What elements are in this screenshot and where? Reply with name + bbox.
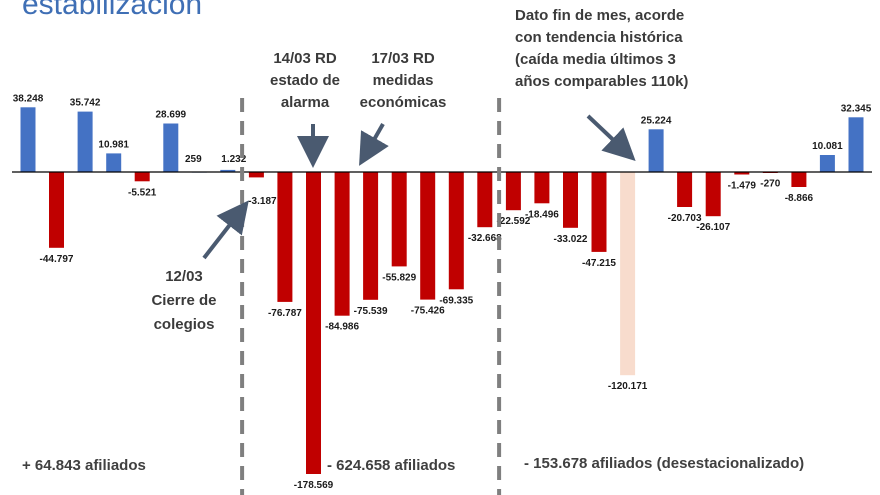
annotation-arrow-0 <box>202 200 249 260</box>
bar-9 <box>277 172 293 302</box>
value-label-2: 35.742 <box>70 98 101 109</box>
bar-3 <box>106 153 122 172</box>
bar-19 <box>563 172 578 228</box>
annotation-0-line-1: Cierre de <box>151 292 216 309</box>
phase-dividers <box>240 98 502 495</box>
value-label-22: 25.224 <box>641 115 672 126</box>
value-label-21: -120.171 <box>608 381 648 392</box>
bar-13 <box>391 172 407 267</box>
value-label-12: -75.539 <box>354 306 388 317</box>
annotations-group: 12/03 Cierre de colegios 14/03 RD estado de a… <box>151 7 688 333</box>
value-label-26: -270 <box>760 179 780 190</box>
bar-21 <box>620 172 636 376</box>
bar-8 <box>248 172 264 178</box>
bar-0 <box>20 107 36 172</box>
bar-15 <box>448 172 464 290</box>
annotation-3-line-1: con tendencia histórica <box>515 29 683 46</box>
value-label-19: -33.022 <box>554 234 588 245</box>
annotation-1-line-2: alarma <box>281 94 330 111</box>
value-labels-group: 38.248 -44.797 35.742 10.981 -5.521 28.699 259… <box>13 93 872 491</box>
bar-28 <box>819 155 835 172</box>
bar-23 <box>677 172 693 207</box>
chart-title-fragment: estabilización <box>22 0 202 21</box>
annotation-0-line-2: colegios <box>154 316 215 333</box>
value-label-13: -55.829 <box>382 272 416 283</box>
bar-17 <box>505 172 521 211</box>
bar-2 <box>77 111 93 172</box>
bar-18 <box>534 172 550 204</box>
bar-22 <box>648 129 664 172</box>
bar-24 <box>705 172 721 217</box>
annotation-2-line-2: económicas <box>360 94 447 111</box>
value-label-3: 10.981 <box>98 139 129 150</box>
value-label-16: -32.668 <box>468 233 502 244</box>
bar-11 <box>334 172 350 316</box>
value-label-1: -44.797 <box>40 254 74 265</box>
bar-16 <box>477 172 493 228</box>
bar-14 <box>420 172 436 300</box>
bar-25 <box>734 172 750 175</box>
value-label-14: -75.426 <box>411 306 445 317</box>
annotation-1: 14/03 RD estado de alarma <box>270 50 340 111</box>
value-label-4: -5.521 <box>128 187 157 198</box>
annotation-2-line-0: 17/03 RD <box>371 50 435 67</box>
value-label-7: 1.232 <box>221 154 246 165</box>
value-label-27: -8.866 <box>785 193 814 204</box>
bar-4 <box>134 172 150 182</box>
annotation-arrow-2 <box>359 123 389 166</box>
annotation-1-line-1: estado de <box>270 72 340 89</box>
annotation-2-line-1: medidas <box>373 72 434 89</box>
bar-7 <box>220 169 236 172</box>
value-label-5: 28.699 <box>156 110 187 121</box>
value-label-10: -178.569 <box>294 480 334 491</box>
value-label-17: -22.592 <box>496 216 530 227</box>
annotation-0: 12/03 Cierre de colegios <box>151 268 216 333</box>
period-summary-2: - 153.678 afiliados (desestacionalizado) <box>524 455 804 472</box>
bar-12 <box>363 172 379 300</box>
value-label-9: -76.787 <box>268 308 302 319</box>
bar-10 <box>306 172 321 474</box>
annotation-0-line-0: 12/03 <box>165 268 203 285</box>
value-label-23: -20.703 <box>668 213 702 224</box>
value-label-28: 10.081 <box>812 141 843 152</box>
value-label-25: -1.479 <box>728 181 757 192</box>
bar-5 <box>163 123 179 172</box>
value-label-11: -84.986 <box>325 322 359 333</box>
bar-20 <box>591 172 607 252</box>
value-label-29: 32.345 <box>841 103 872 114</box>
annotation-3: Dato fin de mes, acorde con tendencia his… <box>515 7 688 90</box>
annotation-arrow-3 <box>586 114 636 161</box>
annotation-3-line-2: (caída media últimos 3 <box>515 51 676 68</box>
value-label-24: -26.107 <box>696 222 730 233</box>
bar-29 <box>848 117 864 172</box>
bars-group <box>20 107 864 474</box>
value-label-6: 259 <box>185 154 202 165</box>
annotation-2: 17/03 RD medidas económicas <box>360 50 447 111</box>
period-summary-0: + 64.843 afiliados <box>22 457 146 474</box>
value-label-20: -47.215 <box>582 258 616 269</box>
annotation-3-line-3: años comparables 110k) <box>515 73 688 90</box>
value-label-0: 38.248 <box>13 93 44 104</box>
period-summary-1: - 624.658 afiliados <box>327 457 455 474</box>
bar-1 <box>49 172 64 248</box>
annotation-1-line-0: 14/03 RD <box>273 50 337 67</box>
summaries-group: + 64.843 afiliados - 624.658 afiliados - 1… <box>22 455 804 474</box>
value-label-15: -69.335 <box>439 295 473 306</box>
bar-27 <box>791 172 807 187</box>
value-label-8: -3.187 <box>248 196 277 207</box>
annotation-3-line-0: Dato fin de mes, acorde <box>515 7 684 24</box>
value-label-18: -18.496 <box>525 209 559 220</box>
